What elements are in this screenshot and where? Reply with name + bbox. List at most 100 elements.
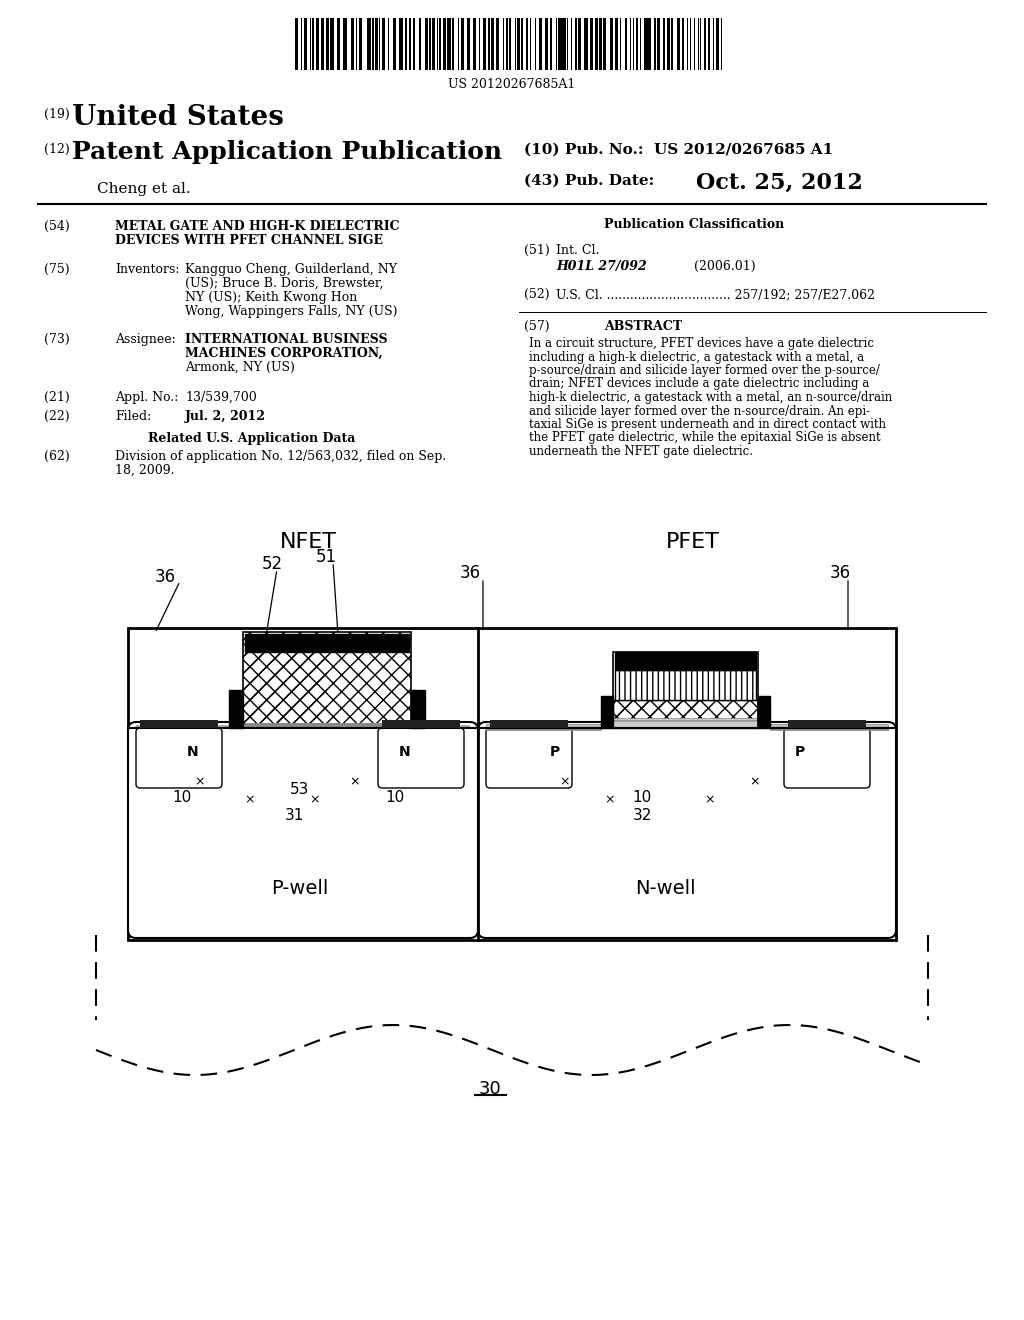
FancyBboxPatch shape bbox=[378, 729, 464, 788]
Bar bbox=[599, 18, 602, 70]
FancyBboxPatch shape bbox=[136, 729, 222, 788]
Text: (10) Pub. No.:  US 2012/0267685 A1: (10) Pub. No.: US 2012/0267685 A1 bbox=[524, 143, 834, 157]
Bar bbox=[413, 18, 416, 70]
Bar bbox=[539, 18, 543, 70]
Text: (US); Bruce B. Doris, Brewster,: (US); Bruce B. Doris, Brewster, bbox=[185, 277, 383, 290]
Text: 36: 36 bbox=[829, 564, 851, 582]
Text: (43) Pub. Date:: (43) Pub. Date: bbox=[524, 174, 654, 187]
Bar bbox=[343, 18, 345, 70]
Bar bbox=[721, 18, 722, 70]
Bar bbox=[558, 18, 561, 70]
Text: Oct. 25, 2012: Oct. 25, 2012 bbox=[696, 172, 863, 194]
Text: 52: 52 bbox=[261, 554, 283, 573]
Text: NFET: NFET bbox=[280, 532, 337, 552]
Bar bbox=[245, 634, 409, 652]
Text: N: N bbox=[399, 744, 411, 759]
Bar bbox=[510, 18, 511, 70]
Text: United States: United States bbox=[72, 104, 284, 131]
Bar bbox=[447, 18, 451, 70]
Text: 10: 10 bbox=[633, 791, 651, 805]
Text: 10: 10 bbox=[385, 791, 404, 805]
Text: including a high-k dielectric, a gatestack with a metal, a: including a high-k dielectric, a gatesta… bbox=[529, 351, 864, 363]
Bar bbox=[243, 632, 327, 729]
Text: ×: × bbox=[705, 793, 715, 807]
Bar bbox=[615, 18, 617, 70]
Bar bbox=[375, 18, 378, 70]
Bar bbox=[503, 18, 505, 70]
Bar bbox=[613, 700, 758, 729]
Bar bbox=[392, 18, 396, 70]
Text: P-well: P-well bbox=[271, 879, 329, 898]
Text: the PFET gate dielectric, while the epitaxial SiGe is absent: the PFET gate dielectric, while the epit… bbox=[529, 432, 881, 445]
Text: Division of application No. 12/563,032, filed on Sep.: Division of application No. 12/563,032, … bbox=[115, 450, 446, 463]
Bar bbox=[770, 723, 888, 730]
Bar bbox=[326, 18, 330, 70]
Text: Filed:: Filed: bbox=[115, 411, 152, 422]
Bar bbox=[406, 18, 407, 70]
Bar bbox=[708, 18, 711, 70]
Text: ABSTRACT: ABSTRACT bbox=[604, 319, 682, 333]
Bar bbox=[425, 725, 470, 729]
Text: (19): (19) bbox=[44, 108, 70, 121]
Bar bbox=[758, 696, 770, 729]
Bar bbox=[717, 18, 719, 70]
Bar bbox=[136, 725, 229, 729]
Bar bbox=[490, 18, 495, 70]
Bar bbox=[613, 700, 700, 729]
Bar bbox=[373, 18, 374, 70]
Bar bbox=[439, 18, 441, 70]
Text: underneath the NFET gate dielectric.: underneath the NFET gate dielectric. bbox=[529, 445, 753, 458]
Text: US 20120267685A1: US 20120267685A1 bbox=[449, 78, 575, 91]
Bar bbox=[647, 18, 651, 70]
Text: ×: × bbox=[245, 793, 255, 807]
Bar bbox=[535, 18, 537, 70]
Text: 31: 31 bbox=[286, 808, 305, 822]
Text: (54): (54) bbox=[44, 220, 70, 234]
Text: Wong, Wappingers Falls, NY (US): Wong, Wappingers Falls, NY (US) bbox=[185, 305, 397, 318]
Text: Kangguo Cheng, Guilderland, NY: Kangguo Cheng, Guilderland, NY bbox=[185, 263, 397, 276]
Text: (21): (21) bbox=[44, 391, 70, 404]
Bar bbox=[656, 18, 660, 70]
Text: P: P bbox=[550, 744, 560, 759]
Bar bbox=[654, 18, 655, 70]
Text: drain; NFET devices include a gate dielectric including a: drain; NFET devices include a gate diele… bbox=[529, 378, 869, 391]
Bar bbox=[229, 690, 243, 729]
Bar bbox=[490, 719, 568, 729]
Bar bbox=[295, 18, 298, 70]
Bar bbox=[677, 18, 680, 70]
Bar bbox=[128, 628, 896, 940]
Text: Int. Cl.: Int. Cl. bbox=[556, 244, 599, 257]
Text: Assignee:: Assignee: bbox=[115, 333, 176, 346]
Bar bbox=[613, 718, 758, 729]
Text: 18, 2009.: 18, 2009. bbox=[115, 465, 174, 477]
Text: (51): (51) bbox=[524, 244, 550, 257]
Text: Inventors:: Inventors: bbox=[115, 263, 179, 276]
Text: N: N bbox=[187, 744, 199, 759]
Bar bbox=[304, 18, 307, 70]
Text: 32: 32 bbox=[632, 808, 651, 824]
Bar bbox=[243, 632, 411, 729]
Bar bbox=[644, 18, 646, 70]
Text: taxial SiGe is present underneath and in direct contact with: taxial SiGe is present underneath and in… bbox=[529, 418, 886, 432]
Bar bbox=[575, 18, 577, 70]
Bar bbox=[585, 18, 588, 70]
Bar bbox=[663, 18, 665, 70]
Text: U.S. Cl. ................................ 257/192; 257/E27.062: U.S. Cl. ...............................… bbox=[556, 288, 874, 301]
Bar bbox=[595, 18, 598, 70]
Bar bbox=[514, 18, 516, 70]
Bar bbox=[399, 18, 402, 70]
Bar bbox=[322, 18, 324, 70]
Bar bbox=[615, 671, 756, 700]
Text: Jul. 2, 2012: Jul. 2, 2012 bbox=[185, 411, 266, 422]
FancyBboxPatch shape bbox=[128, 722, 478, 939]
Bar bbox=[506, 18, 508, 70]
Bar bbox=[429, 18, 431, 70]
Bar bbox=[682, 18, 684, 70]
Text: 51: 51 bbox=[315, 548, 337, 566]
Bar bbox=[486, 723, 601, 730]
Bar bbox=[609, 18, 613, 70]
Text: (22): (22) bbox=[44, 411, 70, 422]
Bar bbox=[517, 18, 519, 70]
Text: INTERNATIONAL BUSINESS: INTERNATIONAL BUSINESS bbox=[185, 333, 388, 346]
Text: p-source/drain and silicide layer formed over the p-source/: p-source/drain and silicide layer formed… bbox=[529, 364, 880, 378]
